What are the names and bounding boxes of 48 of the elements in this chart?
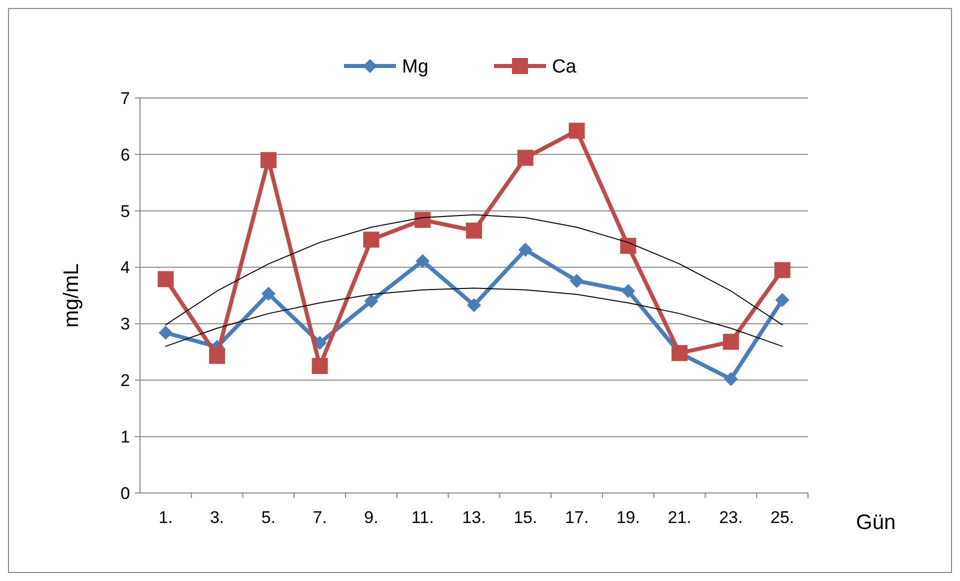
point	[724, 372, 738, 386]
x-tick-label: 15.	[514, 508, 538, 527]
x-tick-label: 13.	[462, 508, 486, 527]
y-axis-title: mg/mL	[60, 263, 83, 328]
x-tick-label: 7.	[312, 508, 327, 527]
x-tick-label: 5.	[261, 508, 276, 527]
x-tick-label: 17.	[564, 508, 589, 527]
legend-label: Ca	[552, 56, 577, 78]
y-tick-label: 3	[120, 314, 130, 334]
point	[518, 242, 532, 257]
x-tick-label: 25.	[770, 508, 794, 527]
y-tick-label: 5	[120, 202, 130, 221]
point	[774, 262, 790, 278]
x-tick-label: 9.	[364, 508, 378, 527]
y-tick-label: 0	[120, 484, 130, 503]
x-axis-title: Gün	[856, 511, 896, 534]
point	[414, 212, 431, 228]
point	[158, 326, 173, 340]
point	[363, 232, 380, 248]
x-tick-label: 23.	[719, 508, 743, 527]
line-series	[165, 288, 783, 347]
point	[467, 298, 481, 312]
point	[722, 334, 739, 350]
legend-label: Mg	[402, 56, 428, 78]
point	[568, 122, 585, 139]
point	[621, 284, 636, 298]
x-tick-label: 21.	[668, 508, 692, 527]
point	[312, 358, 328, 374]
y-tick-label: 7	[120, 88, 130, 108]
point	[261, 286, 276, 301]
x-tick-label: 11.	[411, 508, 434, 527]
point	[517, 150, 534, 166]
point	[364, 294, 378, 308]
point	[209, 348, 226, 364]
x-tick-label: 1.	[158, 508, 173, 527]
point	[466, 222, 482, 239]
point	[775, 293, 790, 308]
x-tick-label: 3.	[210, 508, 224, 527]
x-tick-label: 19.	[616, 508, 640, 527]
point	[570, 274, 584, 288]
y-tick-label: 1	[120, 428, 130, 447]
point	[620, 238, 636, 254]
y-tick-label: 6	[120, 145, 130, 164]
y-tick-label: 4	[120, 258, 130, 278]
y-tick-label: 2	[120, 371, 130, 390]
point	[260, 152, 276, 168]
point	[416, 254, 430, 268]
point	[158, 271, 174, 288]
